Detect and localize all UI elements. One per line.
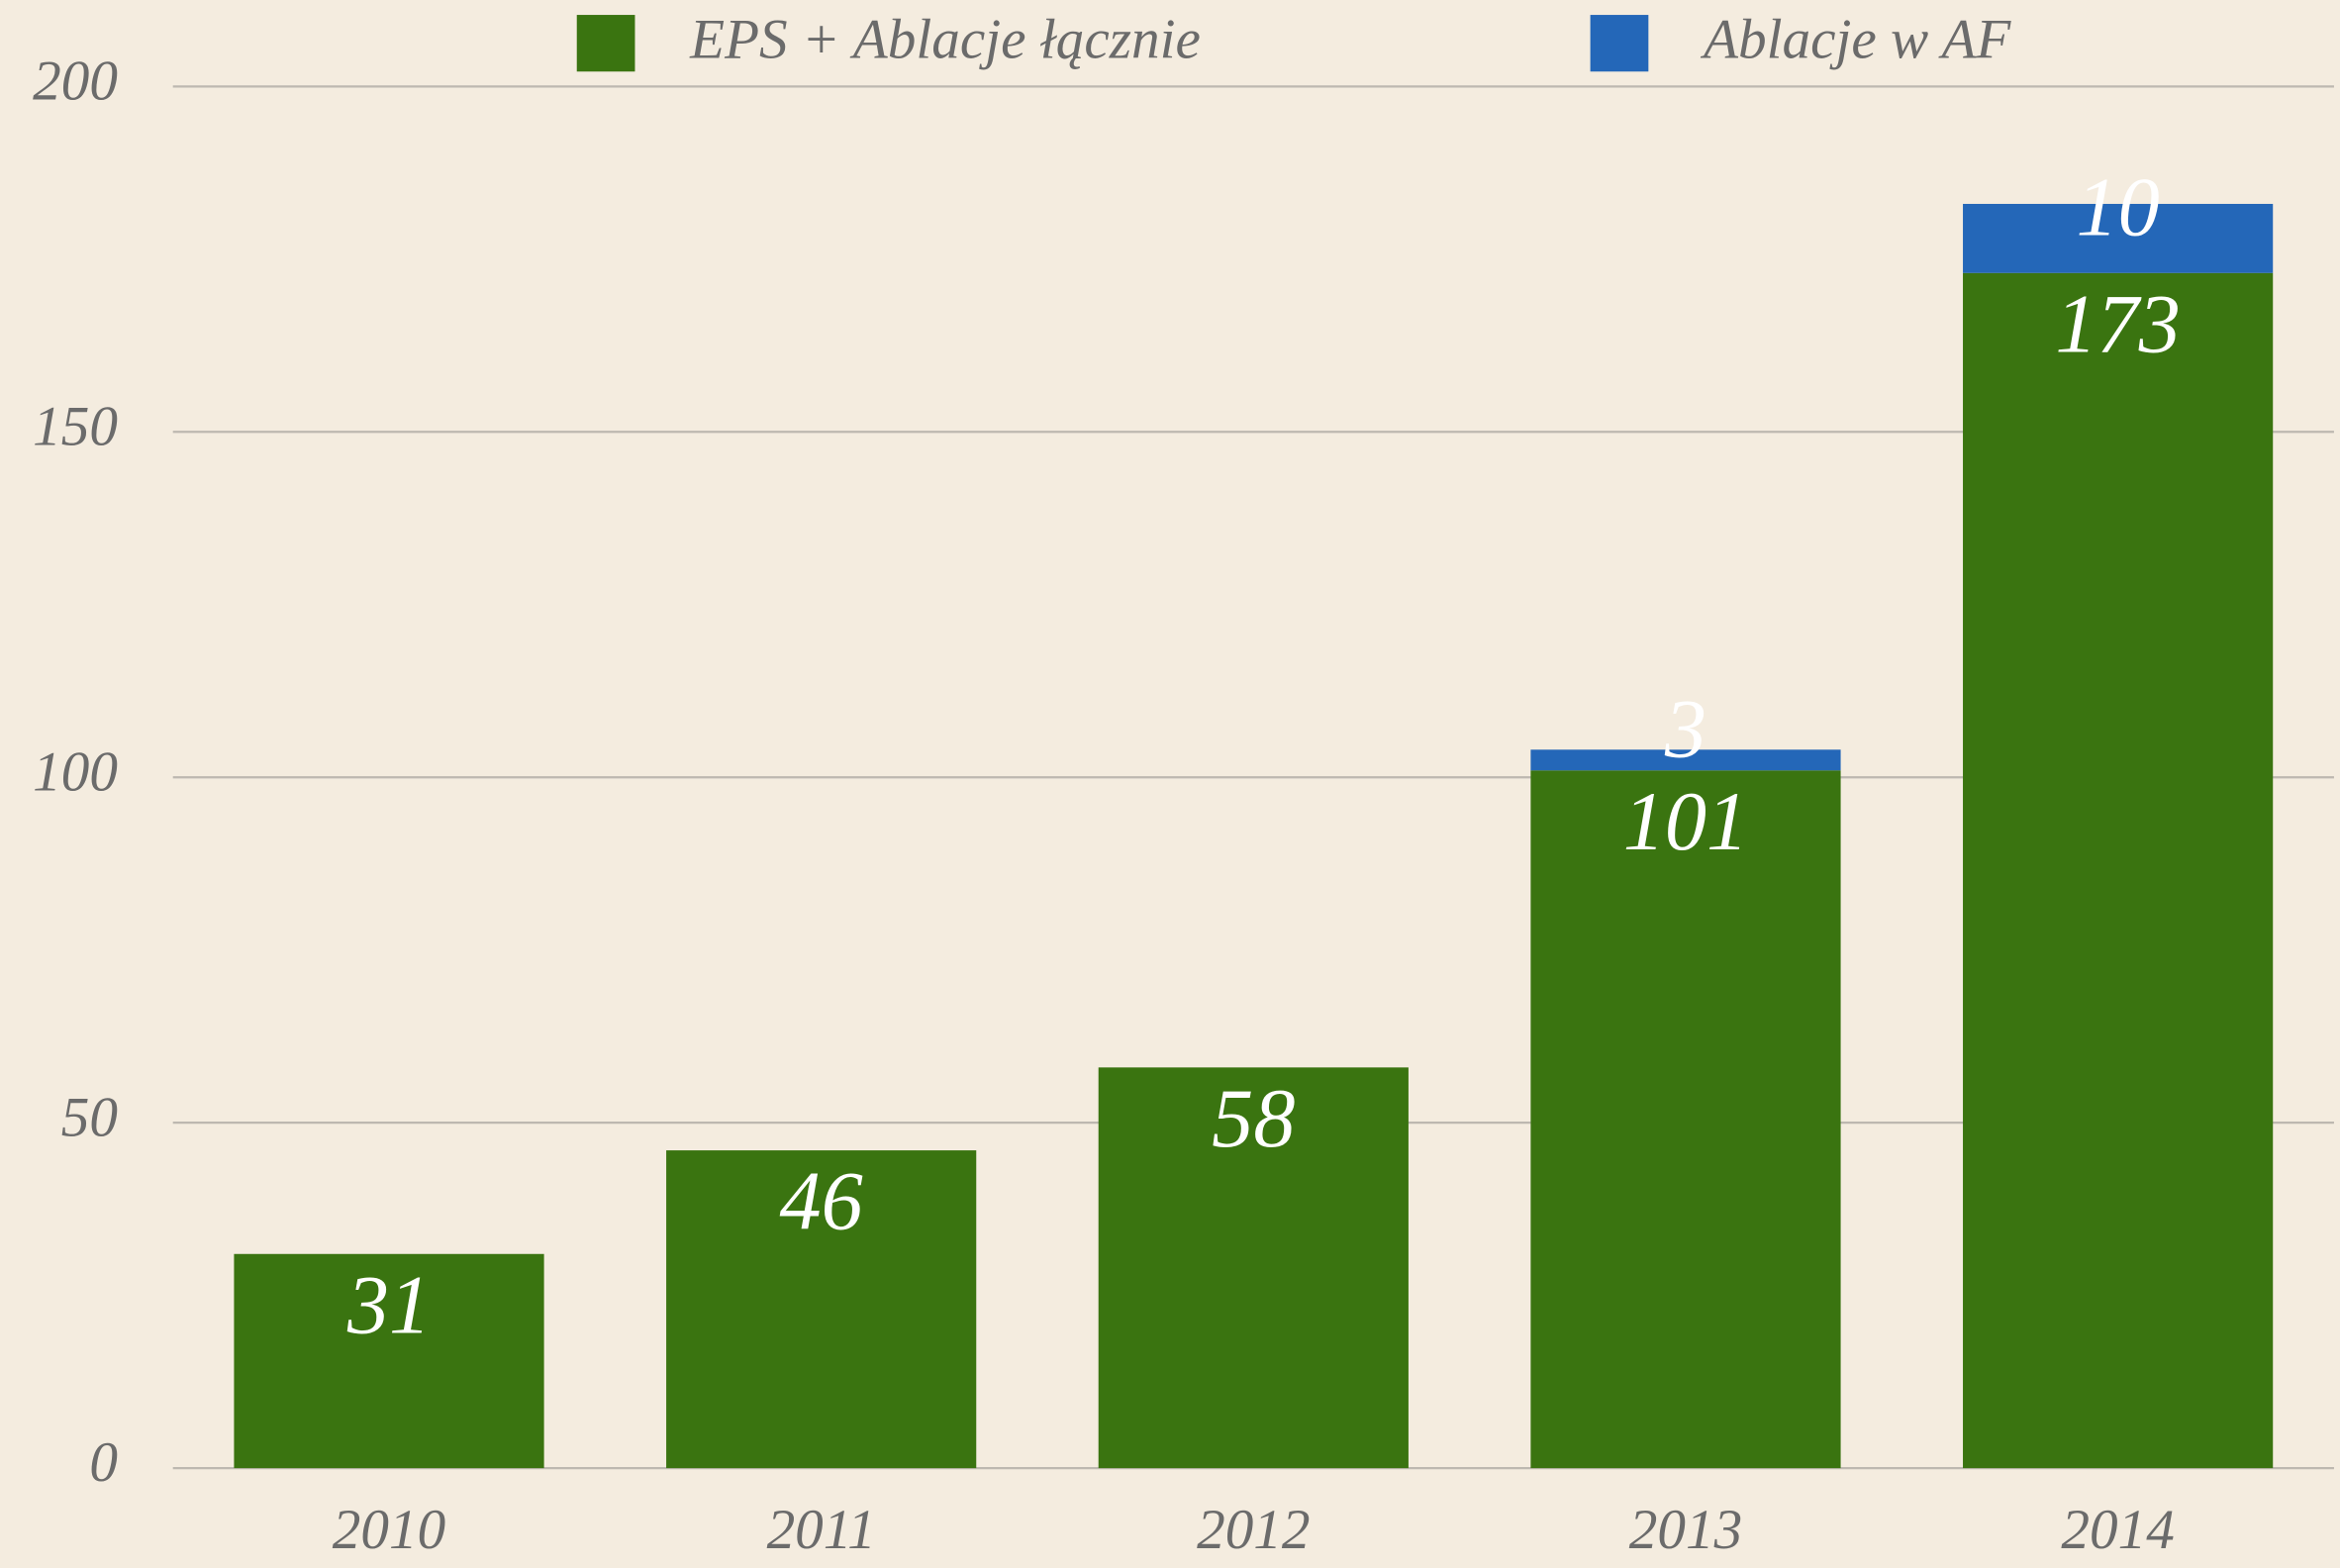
bar-segment [1530, 749, 1841, 771]
data-label: 10 [2076, 162, 2159, 254]
data-label: 31 [346, 1259, 431, 1351]
x-tick-label: 2011 [767, 1499, 876, 1561]
legend-swatch [576, 15, 635, 72]
data-label: 58 [1212, 1073, 1295, 1165]
legend-label: Ablacje w AF [1700, 8, 2011, 70]
bar-segment [1963, 203, 2274, 273]
data-label: 173 [2055, 278, 2180, 370]
y-tick-label: 0 [89, 1431, 118, 1494]
x-tick-label: 2012 [1197, 1499, 1310, 1561]
legend-label: EPS + Ablacje łącznie [689, 8, 1201, 70]
bar-segment [666, 1150, 977, 1469]
data-label: 3 [1664, 684, 1706, 776]
bar-segment [234, 1253, 544, 1469]
legend-swatch [1590, 15, 1649, 72]
x-tick-label: 2010 [333, 1499, 445, 1561]
data-label: 101 [1623, 776, 1748, 868]
y-tick-label: 150 [33, 395, 118, 457]
x-tick-label: 2014 [2061, 1499, 2174, 1561]
bar-segment [1098, 1067, 1409, 1469]
bar-segment [1530, 770, 1841, 1469]
x-tick-label: 2013 [1629, 1499, 1742, 1561]
y-tick-label: 50 [61, 1086, 118, 1148]
y-tick-label: 200 [33, 49, 118, 112]
y-tick-label: 100 [33, 740, 118, 803]
data-label: 46 [780, 1156, 863, 1248]
bar-segment [1963, 272, 2274, 1469]
